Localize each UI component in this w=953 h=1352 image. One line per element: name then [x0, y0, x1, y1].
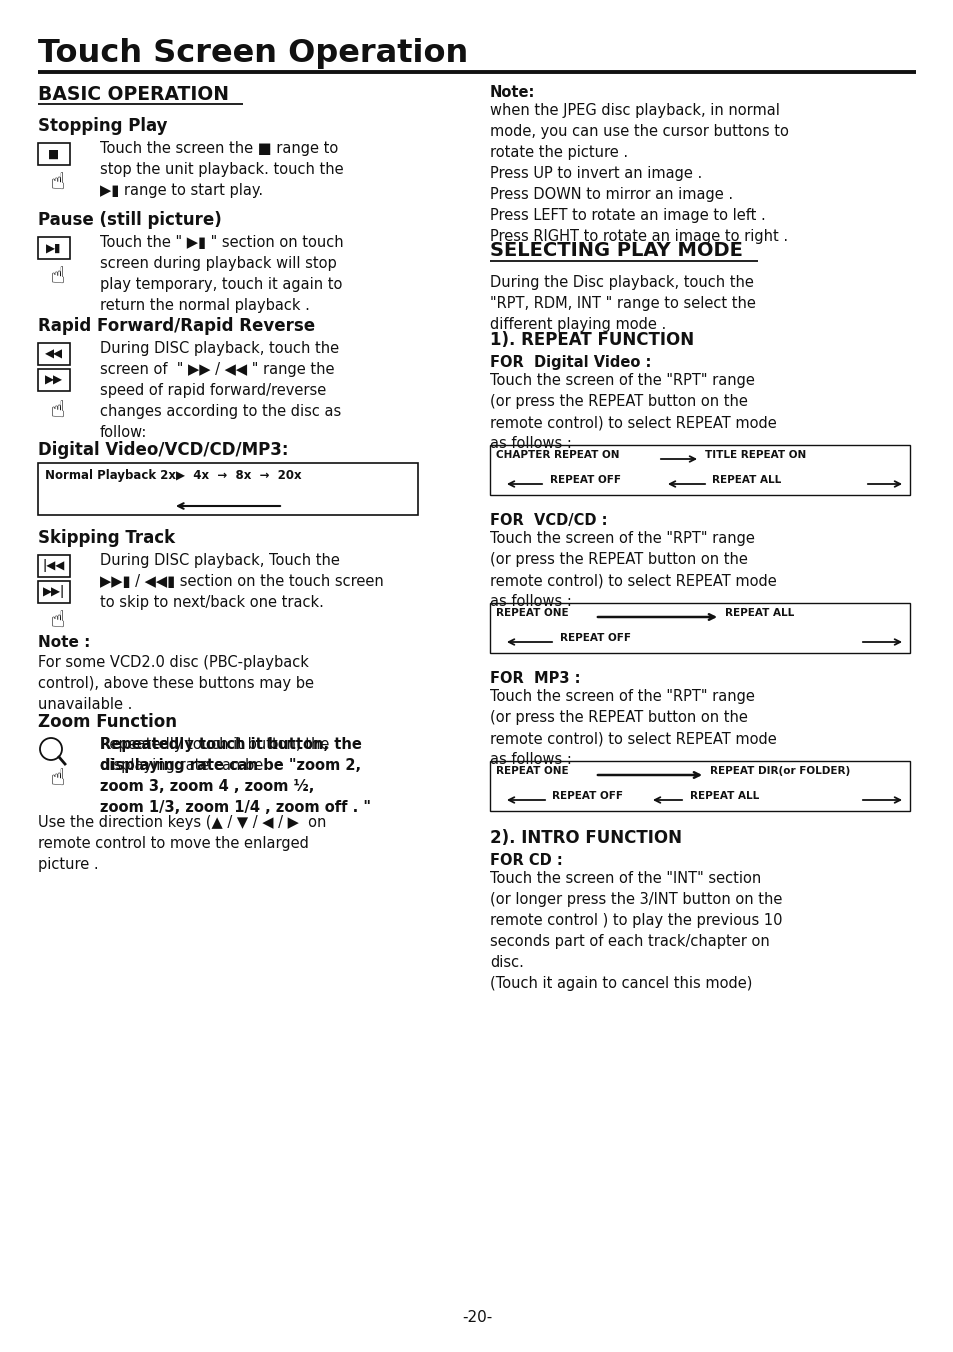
Text: REPEAT ALL: REPEAT ALL	[711, 475, 781, 485]
Text: Skipping Track: Skipping Track	[38, 529, 175, 548]
Text: Stopping Play: Stopping Play	[38, 118, 168, 135]
Text: ☜: ☜	[42, 399, 66, 420]
Text: ▶▶: ▶▶	[45, 373, 63, 387]
Bar	[38, 237, 70, 260]
Bar	[38, 462, 417, 515]
Text: Touch the screen of the "RPT" range
(or press the REPEAT button on the
remote co: Touch the screen of the "RPT" range (or …	[490, 531, 776, 608]
Text: During DISC playback, touch the
screen of  " ▶▶ / ◀◀ " range the
speed of rapid : During DISC playback, touch the screen o…	[100, 341, 341, 439]
Text: ▶▮: ▶▮	[46, 242, 62, 254]
Text: Use the direction keys (▲ / ▼ / ◀ / ▶  on
remote control to move the enlarged
pi: Use the direction keys (▲ / ▼ / ◀ / ▶ on…	[38, 815, 326, 872]
Bar	[490, 445, 909, 495]
Text: REPEAT ALL: REPEAT ALL	[724, 608, 794, 618]
Text: REPEAT DIR(or FOLDER): REPEAT DIR(or FOLDER)	[709, 767, 849, 776]
Text: Touch the " ▶▮ " section on touch
screen during playback will stop
play temporar: Touch the " ▶▮ " section on touch screen…	[100, 235, 343, 314]
Text: FOR  MP3 :: FOR MP3 :	[490, 671, 579, 685]
Bar	[38, 369, 70, 391]
Text: 2). INTRO FUNCTION: 2). INTRO FUNCTION	[490, 829, 681, 846]
Bar	[490, 761, 909, 811]
Text: Rapid Forward/Rapid Reverse: Rapid Forward/Rapid Reverse	[38, 316, 314, 335]
Text: ▶▶|: ▶▶|	[43, 585, 65, 599]
Bar	[38, 143, 70, 165]
Bar	[38, 343, 70, 365]
Text: TITLE REPEAT ON: TITLE REPEAT ON	[704, 450, 805, 460]
Text: ◀◀: ◀◀	[45, 347, 63, 361]
Text: ☜: ☜	[42, 170, 66, 192]
Text: Digital Video/VCD/CD/MP3:: Digital Video/VCD/CD/MP3:	[38, 441, 288, 458]
Bar	[490, 603, 909, 653]
Bar	[38, 581, 70, 603]
Text: Repeatedly touch it button, the
displaying rate can be: Repeatedly touch it button, the displayi…	[100, 737, 329, 773]
Text: REPEAT ONE: REPEAT ONE	[496, 608, 568, 618]
Text: ☜: ☜	[42, 767, 66, 788]
Text: FOR  VCD/CD :: FOR VCD/CD :	[490, 512, 607, 529]
Text: 1). REPEAT FUNCTION: 1). REPEAT FUNCTION	[490, 331, 694, 349]
Text: REPEAT OFF: REPEAT OFF	[550, 475, 620, 485]
Text: CHAPTER REPEAT ON: CHAPTER REPEAT ON	[496, 450, 618, 460]
Text: FOR  Digital Video :: FOR Digital Video :	[490, 356, 651, 370]
Text: For some VCD2.0 disc (PBC-playback
control), above these buttons may be
unavaila: For some VCD2.0 disc (PBC-playback contr…	[38, 654, 314, 713]
Text: BASIC OPERATION: BASIC OPERATION	[38, 85, 229, 104]
Text: Normal Playback 2x▶  4x  →  8x  →  20x: Normal Playback 2x▶ 4x → 8x → 20x	[45, 469, 301, 483]
Text: Touch the screen of the "RPT" range
(or press the REPEAT button on the
remote co: Touch the screen of the "RPT" range (or …	[490, 690, 776, 767]
Text: ■: ■	[49, 147, 59, 161]
Text: REPEAT ALL: REPEAT ALL	[689, 791, 759, 800]
Text: FOR CD :: FOR CD :	[490, 853, 562, 868]
Text: ☜: ☜	[42, 265, 66, 287]
Text: During the Disc playback, touch the
"RPT, RDM, INT " range to select the
differe: During the Disc playback, touch the "RPT…	[490, 274, 755, 333]
Bar	[38, 556, 70, 577]
Text: Repeatedly touch it button, the
displaying rate can be "zoom 2,
zoom 3, zoom 4 ,: Repeatedly touch it button, the displayi…	[100, 737, 371, 815]
Text: Touch the screen of the "RPT" range
(or press the REPEAT button on the
remote co: Touch the screen of the "RPT" range (or …	[490, 373, 776, 452]
Text: Touch the screen the ■ range to
stop the unit playback. touch the
▶▮ range to st: Touch the screen the ■ range to stop the…	[100, 141, 343, 197]
Text: -20-: -20-	[461, 1310, 492, 1325]
Text: Touch Screen Operation: Touch Screen Operation	[38, 38, 468, 69]
Text: Note:: Note:	[490, 85, 535, 100]
Text: Note :: Note :	[38, 635, 91, 650]
Text: |◀◀: |◀◀	[43, 560, 65, 572]
Text: During DISC playback, Touch the
▶▶▮ / ◀◀▮ section on the touch screen
to skip to: During DISC playback, Touch the ▶▶▮ / ◀◀…	[100, 553, 383, 610]
Text: Touch the screen of the "INT" section
(or longer press the 3/INT button on the
r: Touch the screen of the "INT" section (o…	[490, 871, 781, 991]
Text: when the JPEG disc playback, in normal
mode, you can use the cursor buttons to
r: when the JPEG disc playback, in normal m…	[490, 103, 788, 243]
Text: REPEAT ONE: REPEAT ONE	[496, 767, 568, 776]
Text: ☜: ☜	[42, 608, 66, 630]
Text: SELECTING PLAY MODE: SELECTING PLAY MODE	[490, 241, 742, 260]
Text: REPEAT OFF: REPEAT OFF	[559, 633, 630, 644]
Text: REPEAT OFF: REPEAT OFF	[552, 791, 622, 800]
Text: Pause (still picture): Pause (still picture)	[38, 211, 221, 228]
Text: Zoom Function: Zoom Function	[38, 713, 177, 731]
